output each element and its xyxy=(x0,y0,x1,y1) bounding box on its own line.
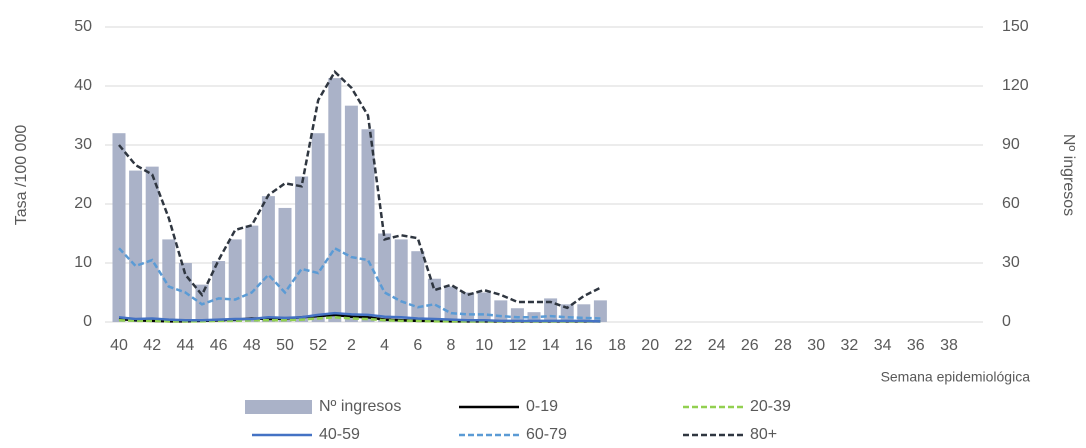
legend-label: 40-59 xyxy=(319,426,360,443)
bar xyxy=(261,196,275,322)
bar xyxy=(394,239,408,322)
legend-label: 20-39 xyxy=(750,398,791,415)
x-tick-label: 22 xyxy=(675,337,693,354)
x-tick-label: 14 xyxy=(542,337,560,354)
bar xyxy=(228,239,242,322)
x-tick-label: 28 xyxy=(774,337,792,354)
bar xyxy=(411,251,425,322)
y-tick-label: 0 xyxy=(83,313,92,330)
x-tick-label: 4 xyxy=(380,337,389,354)
x-tick-label: 18 xyxy=(608,337,626,354)
bar xyxy=(361,129,375,322)
x-tick-label: 44 xyxy=(177,337,195,354)
x-tick-label: 20 xyxy=(641,337,659,354)
bar xyxy=(461,292,475,322)
bar xyxy=(510,308,524,322)
x-tick-label: 46 xyxy=(210,337,228,354)
y-axis-title: Tasa /100 000 xyxy=(13,125,30,226)
x-tick-label: 42 xyxy=(143,337,161,354)
bar xyxy=(344,105,358,323)
bar xyxy=(444,286,458,322)
y-tick-label: 20 xyxy=(74,195,92,212)
x-tick-label: 16 xyxy=(575,337,593,354)
line xyxy=(118,69,601,310)
legend-swatch xyxy=(245,400,312,414)
y-tick-label: 10 xyxy=(74,254,92,271)
x-tick-label: 6 xyxy=(413,337,422,354)
bar xyxy=(378,233,392,322)
x-tick-label: 30 xyxy=(807,337,825,354)
bar xyxy=(427,278,441,322)
bar xyxy=(494,300,508,322)
legend-label: Nº ingresos xyxy=(319,398,401,415)
bar xyxy=(112,133,126,322)
x-tick-label: 48 xyxy=(243,337,261,354)
x-tick-label: 24 xyxy=(708,337,726,354)
legend-label: 60-79 xyxy=(526,426,567,443)
y-tick-label: 40 xyxy=(74,77,92,94)
y2-axis-title: Nº ingresos xyxy=(1060,134,1077,216)
x-tick-label: 32 xyxy=(841,337,859,354)
y2-tick-label: 30 xyxy=(1002,254,1020,271)
y-tick-label: 50 xyxy=(74,18,92,35)
x-tick-label: 52 xyxy=(309,337,327,354)
x-tick-label: 36 xyxy=(907,337,925,354)
bar xyxy=(328,78,342,322)
bar xyxy=(145,166,159,322)
y2-tick-label: 60 xyxy=(1002,195,1020,212)
bar xyxy=(477,292,491,322)
y2-tick-label: 150 xyxy=(1002,18,1029,35)
bar xyxy=(245,225,259,322)
x-tick-label: 26 xyxy=(741,337,759,354)
bar xyxy=(295,176,309,322)
legend-label: 80+ xyxy=(750,426,777,443)
line xyxy=(118,246,601,320)
bar xyxy=(593,300,607,322)
bar xyxy=(212,261,226,322)
x-tick-label: 40 xyxy=(110,337,128,354)
y-tick-label: 30 xyxy=(74,136,92,153)
x-tick-label: 10 xyxy=(475,337,493,354)
y2-tick-label: 120 xyxy=(1002,77,1029,94)
legend-label: 0-19 xyxy=(526,398,558,415)
x-tick-label: 12 xyxy=(509,337,527,354)
bar xyxy=(278,207,292,322)
x-tick-label: 2 xyxy=(347,337,356,354)
bar xyxy=(129,170,143,322)
line xyxy=(118,311,601,323)
bar xyxy=(577,304,591,322)
bar xyxy=(162,239,176,322)
bar xyxy=(311,133,325,322)
x-tick-label: 50 xyxy=(276,337,294,354)
x-axis-title: Semana epidemiológica xyxy=(881,369,1031,385)
x-tick-label: 34 xyxy=(874,337,892,354)
y2-tick-label: 90 xyxy=(1002,136,1020,153)
y2-tick-label: 0 xyxy=(1002,313,1011,330)
x-tick-label: 8 xyxy=(447,337,456,354)
x-tick-label: 38 xyxy=(940,337,958,354)
